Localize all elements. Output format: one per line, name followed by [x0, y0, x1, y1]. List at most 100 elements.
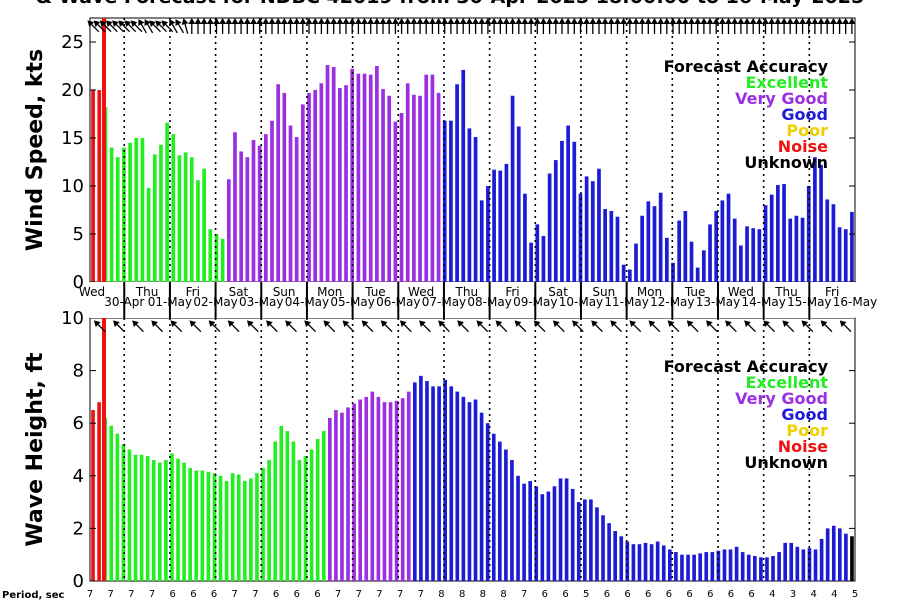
- direction-arrow: [801, 320, 814, 333]
- direction-arrow: [705, 320, 718, 333]
- bar: [769, 194, 774, 282]
- legend-item: Very Good: [735, 89, 828, 108]
- bar: [607, 523, 611, 581]
- direction-arrow: [558, 18, 566, 34]
- bar: [230, 473, 235, 581]
- direction-arrow: [231, 18, 239, 34]
- direction-arrow: [476, 320, 489, 333]
- bar: [825, 528, 830, 581]
- direction-arrow: [441, 18, 449, 34]
- bar: [437, 386, 441, 581]
- bar: [516, 126, 521, 282]
- direction-arrow: [681, 18, 689, 34]
- bar: [273, 441, 277, 581]
- bar: [763, 205, 768, 282]
- bar: [139, 454, 144, 581]
- y-tick-label: 0: [73, 571, 84, 592]
- direction-arrow: [502, 18, 510, 34]
- period-value: 7: [376, 589, 382, 600]
- day-of-week-label: Wed: [408, 285, 434, 299]
- direction-arrow: [105, 20, 118, 33]
- bar: [683, 210, 688, 282]
- legend-item: Noise: [778, 137, 828, 156]
- bar: [710, 552, 715, 581]
- period-value: 6: [190, 589, 196, 600]
- direction-arrow: [595, 18, 603, 34]
- bar: [601, 515, 605, 581]
- bar: [449, 120, 453, 282]
- bar: [406, 391, 411, 581]
- legend-item: Noise: [778, 437, 828, 456]
- direction-arrow: [465, 18, 473, 34]
- direction-arrow: [93, 320, 106, 333]
- period-value: 8: [438, 589, 444, 600]
- direction-arrow: [583, 18, 591, 34]
- direction-arrow: [591, 320, 603, 333]
- bar: [325, 65, 330, 282]
- direction-arrow: [422, 18, 430, 34]
- direction-arrow: [99, 20, 112, 33]
- bar: [640, 215, 645, 282]
- bar: [734, 546, 739, 581]
- direction-arrow: [564, 18, 572, 34]
- bar: [843, 229, 848, 282]
- bar: [224, 481, 229, 581]
- bar: [584, 176, 589, 282]
- direction-arrow: [811, 18, 819, 34]
- y-tick-label: 2: [73, 518, 84, 539]
- bar: [436, 92, 441, 282]
- bar: [291, 441, 296, 581]
- date-label: 07-May: [422, 295, 466, 309]
- direction-arrow: [749, 18, 757, 34]
- bar: [486, 186, 490, 282]
- direction-arrow: [712, 18, 720, 34]
- period-value: 8: [480, 589, 486, 600]
- direction-arrow: [237, 18, 245, 34]
- legend-item: Poor: [786, 121, 828, 140]
- day-of-week-label: Thu: [135, 285, 159, 299]
- direction-arrow: [87, 20, 100, 33]
- bar: [285, 431, 290, 581]
- direction-arrow: [823, 18, 831, 34]
- direction-arrow: [839, 320, 852, 333]
- bar: [576, 502, 581, 581]
- period-value: 7: [356, 589, 362, 600]
- direction-arrow: [533, 18, 541, 34]
- bar: [553, 160, 558, 282]
- direction-arrow: [648, 320, 661, 333]
- direction-arrow: [200, 18, 208, 34]
- date-label: 14-May: [741, 295, 785, 309]
- direction-arrow: [718, 18, 726, 34]
- bar: [424, 74, 429, 282]
- bar: [708, 224, 712, 282]
- direction-arrow: [268, 18, 276, 34]
- bar: [382, 402, 387, 581]
- direction-arrow: [354, 18, 362, 34]
- direction-arrow: [330, 18, 338, 34]
- bar: [338, 88, 342, 282]
- bar: [492, 169, 496, 282]
- direction-arrow: [293, 18, 301, 34]
- direction-arrow: [842, 18, 850, 34]
- bar: [745, 226, 749, 282]
- date-label: 06-May: [376, 295, 420, 309]
- bar: [655, 541, 660, 581]
- direction-arrow: [112, 20, 124, 33]
- direction-arrow: [817, 18, 825, 34]
- bar: [442, 120, 447, 282]
- y-axis-label: Wave Height, ft: [23, 352, 48, 547]
- bar: [740, 552, 745, 581]
- bar: [546, 491, 551, 581]
- bar: [159, 144, 163, 282]
- bar: [751, 228, 756, 282]
- bar: [328, 417, 332, 581]
- bar: [674, 552, 678, 581]
- day-of-week-label: Sun: [273, 285, 296, 299]
- bar: [394, 400, 399, 581]
- direction-arrow: [515, 18, 523, 34]
- bar: [813, 549, 818, 581]
- bar: [331, 66, 336, 283]
- direction-arrow: [644, 18, 652, 34]
- direction-arrow: [768, 18, 776, 34]
